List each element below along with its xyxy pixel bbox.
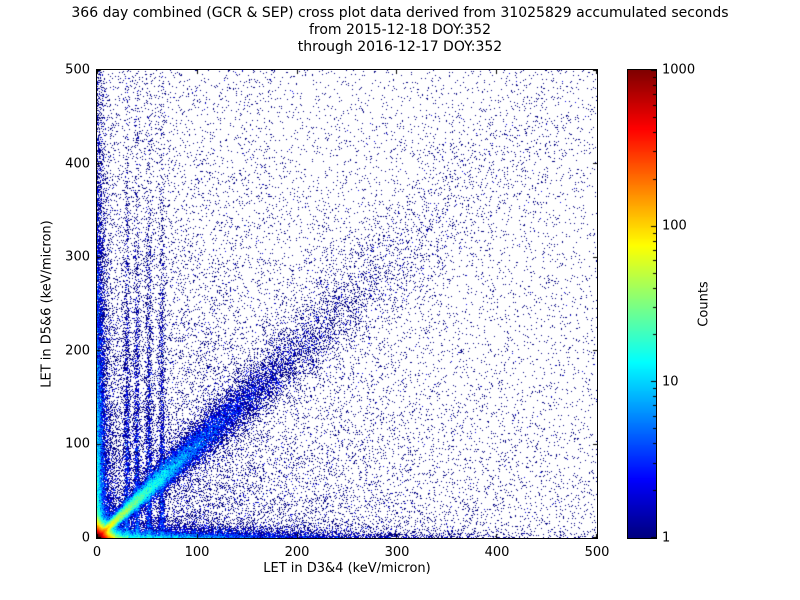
x-tick-label: 200 — [284, 545, 310, 560]
colorbar-tick-label: 100 — [662, 218, 687, 234]
chart-title-line-3: through 2016-12-17 DOY:352 — [297, 39, 503, 55]
y-tick-label: 0 — [81, 530, 90, 546]
chart-title: 366 day combined (GCR & SEP) cross plot … — [0, 5, 800, 56]
x-axis-label: LET in D3&4 (keV/micron) — [263, 561, 431, 576]
colorbar-tick-label: 1000 — [662, 62, 696, 78]
y-tick-label: 500 — [65, 62, 90, 78]
y-tick-label: 100 — [65, 436, 90, 452]
y-tick-label: 200 — [65, 343, 90, 359]
colorbar-tick-label: 1 — [662, 530, 671, 546]
colorbar-label: Counts — [696, 281, 712, 327]
y-tick-label: 300 — [65, 249, 90, 265]
x-tick-label: 0 — [92, 545, 102, 560]
chart-title-line-2: from 2015-12-18 DOY:352 — [308, 22, 491, 38]
chart-title-line-1: 366 day combined (GCR & SEP) cross plot … — [71, 5, 729, 21]
colorbar — [627, 69, 657, 539]
x-tick-label: 400 — [484, 545, 510, 560]
x-tick-label: 500 — [584, 545, 610, 560]
x-tick-label: 300 — [384, 545, 410, 560]
colorbar-tick-label: 10 — [662, 374, 679, 390]
y-tick-label: 400 — [65, 156, 90, 172]
x-tick-label: 100 — [184, 545, 210, 560]
y-axis-label: LET in D5&6 (keV/micron) — [39, 220, 55, 388]
scatter-plot-canvas — [96, 69, 598, 539]
